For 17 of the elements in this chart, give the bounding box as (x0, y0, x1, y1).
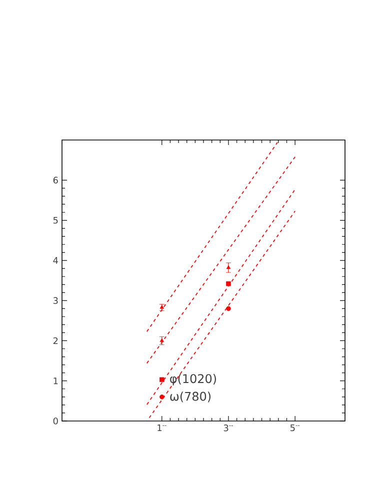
point (159, 394, 164, 400)
point (226, 265, 231, 269)
y-tick-label: 3 (53, 297, 58, 304)
point (226, 281, 231, 286)
point (226, 306, 231, 311)
point (159, 377, 164, 382)
x-tick-label: 3$^{--}$ (224, 424, 233, 432)
y-tick-label: 6 (53, 176, 58, 184)
y-tick-label: 1 (54, 378, 58, 384)
y-tick-label: 2 (53, 337, 58, 344)
y-tick-label: 0 (53, 418, 58, 424)
y-tick-label: 5 (53, 216, 58, 224)
annotation: φ(1020) (170, 374, 216, 386)
y-tick-label: 4 (53, 257, 58, 264)
x-tick-label: 1$^{--}$ (158, 424, 166, 432)
x-tick-label: 5$^{--}$ (290, 424, 300, 432)
annotation: ω(780) (170, 392, 211, 402)
